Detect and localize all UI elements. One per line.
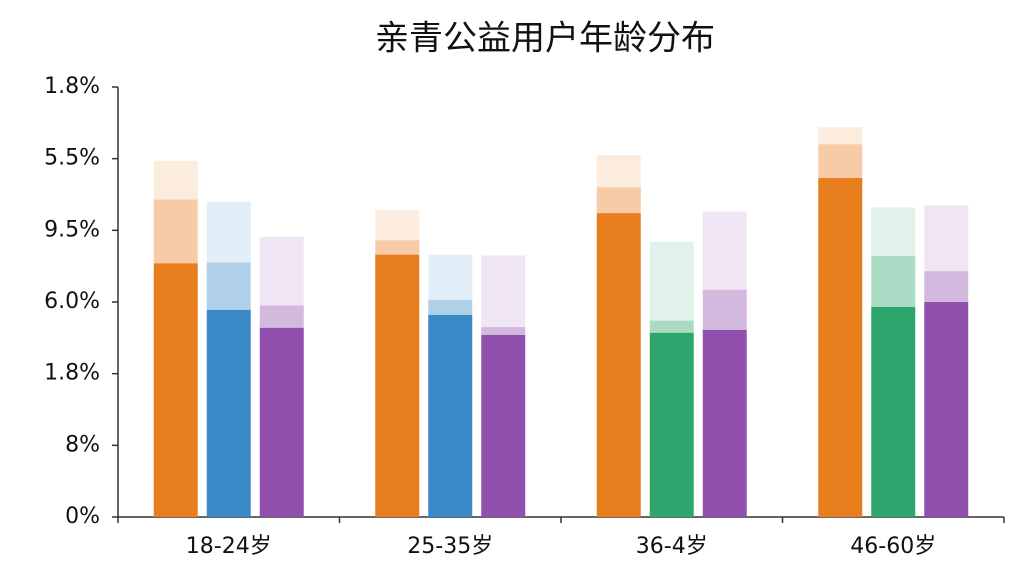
- bar-segment: [871, 207, 916, 257]
- bar-segment: [649, 332, 694, 517]
- bar-segment: [375, 210, 420, 241]
- bar-segment: [428, 254, 473, 300]
- bar-segment: [596, 155, 641, 188]
- bar-segment: [481, 327, 526, 335]
- bar-segment: [818, 127, 863, 145]
- y-tick-label: 5.5%: [44, 146, 100, 171]
- bar-segment: [924, 302, 969, 517]
- bar-segment: [153, 263, 198, 517]
- bar-segment: [924, 271, 969, 302]
- bar-segment: [206, 201, 251, 263]
- bar-segment: [153, 199, 198, 264]
- bar-segment: [481, 334, 526, 517]
- bar-segment: [649, 320, 694, 333]
- x-tick-label: 25-35岁: [407, 534, 493, 559]
- bar-segment: [818, 144, 863, 179]
- bar-segment: [596, 187, 641, 214]
- bar-segment: [481, 255, 526, 328]
- y-tick-label: 0%: [65, 504, 100, 529]
- x-tick-label: 36-4岁: [636, 534, 708, 559]
- bar-segment: [206, 309, 251, 517]
- bar-segment: [702, 211, 747, 290]
- bar-segment: [259, 236, 304, 306]
- bar-segment: [702, 329, 747, 517]
- bar-segment: [649, 241, 694, 321]
- bar-segment: [259, 327, 304, 517]
- bar-segment: [871, 256, 916, 308]
- bar-segment: [702, 289, 747, 330]
- y-tick-label: 1.8%: [44, 74, 100, 99]
- bar-segment: [153, 160, 198, 200]
- bar-segment: [375, 254, 420, 517]
- bar-segment: [259, 305, 304, 328]
- chart-title: 亲青公益用户年龄分布: [375, 19, 715, 59]
- y-tick-label: 8%: [65, 432, 100, 457]
- bar-segment: [924, 205, 969, 272]
- x-tick-label: 18-24岁: [186, 534, 272, 559]
- y-tick-label: 1.8%: [44, 361, 100, 386]
- bar-segment: [375, 240, 420, 255]
- y-tick-label: 6.0%: [44, 289, 100, 314]
- bar-segment: [428, 314, 473, 517]
- y-tick-label: 9.5%: [44, 217, 100, 242]
- bar-segment: [818, 178, 863, 517]
- bar-segment: [596, 213, 641, 517]
- x-tick-label: 46-60岁: [850, 534, 936, 559]
- bar-segment: [206, 262, 251, 310]
- bar-segment: [428, 299, 473, 315]
- bar-segment: [871, 307, 916, 517]
